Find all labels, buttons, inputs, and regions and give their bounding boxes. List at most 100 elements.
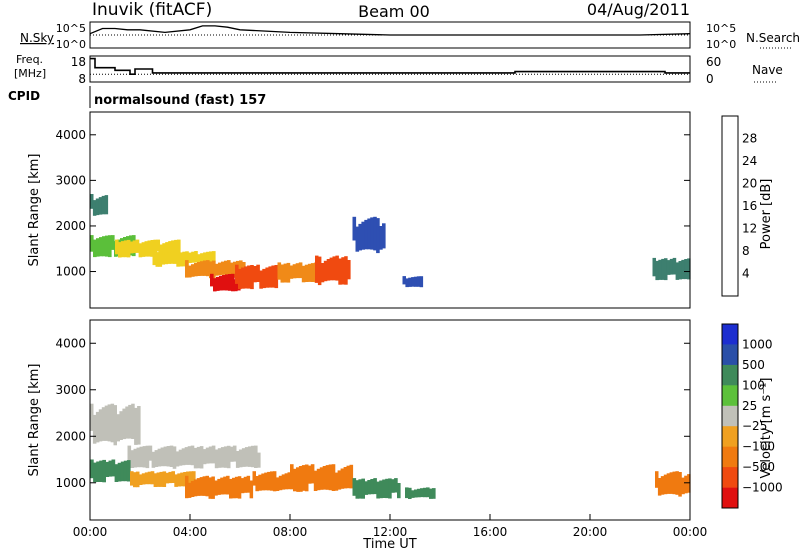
velocity-data-cell [370,479,374,495]
power-data-cell [99,237,103,257]
power-data-cell [123,240,128,258]
velocity-data-cell [229,478,233,499]
velocity-data-cell [177,473,181,487]
velocity-colorbar-swatch [722,344,738,366]
velocity-data-cell [287,472,291,490]
power-data-cell [216,276,220,291]
power-data-cell [419,276,424,288]
power-data-cell [185,260,189,278]
velocity-data-cell [226,475,230,495]
velocity-data-cell [328,464,333,491]
velocity-colorbar-tick: 1000 [742,337,773,351]
time-tick-label: 20:00 [573,525,608,539]
velocity-data-cell [193,479,198,497]
power-data-cell [664,258,668,281]
power-data-cell [286,262,291,283]
beam-title: Beam 00 [358,2,430,21]
velocity-data-cell [130,450,135,468]
power-data-cell [171,240,175,256]
power-panel: 1000 2000 3000 4000 Slant Range [km] 4 8 12 16… [27,111,774,309]
power-data-cell [672,257,677,275]
velocity-data-cell [675,471,679,495]
velocity-data-cell [187,446,192,465]
velocity-data-cell [205,475,209,497]
power-data-cell [144,241,149,257]
velocity-data-cell [190,445,195,466]
velocity-data-cell [426,487,430,498]
velocity-data-cell [301,465,306,491]
power-data-cell [188,265,192,278]
time-tick-label: 08:00 [273,525,308,539]
power-data-cell [262,268,266,289]
velocity-data-cell [248,446,252,467]
velocity-data-cell [185,475,189,499]
velocity-data-cell [114,464,119,482]
nsearch-ytick-top: 10^5 [706,22,736,35]
time-tick-label: 16:00 [473,525,508,539]
velocity-data-cell [666,473,671,494]
velocity-data-cell [264,472,268,491]
velocity-colorbar-tick: 500 [742,358,765,372]
power-data-cell [382,223,386,249]
velocity-data-cell [310,464,315,484]
nave-ytick-bottom: 0 [706,72,714,86]
power-data-cell [161,254,165,265]
velocity-data-cell [663,474,668,495]
power-data-cell [177,239,181,257]
velocity-ytick-label: 2000 [55,429,86,443]
velocity-ytick-label: 1000 [55,476,86,490]
velocity-data-cell [151,451,156,468]
velocity-data-cell [660,476,665,495]
velocity-colorbar-swatch [722,405,738,427]
cpid-label: CPID [8,89,40,103]
power-data-cell [135,239,140,253]
velocity-data-cell [355,480,360,499]
power-data-cell [227,260,231,275]
velocity-data-cell [257,452,261,468]
power-data-cell [147,240,152,257]
velocity-data-cell [131,403,135,439]
freq-ytick-top: 18 [71,55,86,69]
velocity-data-cell [181,448,186,466]
power-data-cell [307,263,312,282]
velocity-data-cell [217,478,221,495]
velocity-data-cell [147,471,152,485]
velocity-data-cell [349,464,354,489]
frequency-panel: 18 8 60 0 Freq. [MHz] Nave [14,53,783,86]
power-data-cell [90,235,94,252]
velocity-data-cell [417,488,421,498]
power-data-cell [215,263,219,276]
power-data-cell [338,258,342,285]
time-tick-label: 12:00 [373,525,408,539]
velocity-data-cell [135,471,140,488]
velocity-data-cell [217,448,222,468]
velocity-data-cell [122,408,126,440]
velocity-data-cell [229,446,234,462]
velocity-data-cell [252,471,256,486]
velocity-data-cell [126,460,131,482]
power-data-cell [191,251,195,263]
power-data-cell [158,251,163,267]
velocity-data-cell [298,466,303,491]
power-colorbar-tick: 28 [742,132,757,146]
power-data-cell [416,276,421,287]
velocity-data-cell [192,471,196,482]
velocity-data-cell [153,473,158,487]
power-data-cell [228,274,232,291]
velocity-colorbar-swatch [722,487,738,509]
velocity-colorbar-tick: −500 [742,460,775,474]
power-data-cell [176,253,180,267]
date-label: 04/Aug/2011 [587,0,690,19]
velocity-data-cell [113,405,117,446]
power-data-cell [197,262,201,276]
velocity-data-cell [125,406,129,439]
power-data-cell [675,262,680,280]
velocity-data-cell [678,472,682,497]
velocity-ylabel: Slant Range [km] [27,364,42,477]
velocity-data-cell [681,477,685,495]
velocity-data-cell [144,472,149,485]
power-data-cell [105,235,109,257]
velocity-data-cell [373,478,377,495]
velocity-data-cell [196,478,201,496]
velocity-data-cell [138,474,143,485]
